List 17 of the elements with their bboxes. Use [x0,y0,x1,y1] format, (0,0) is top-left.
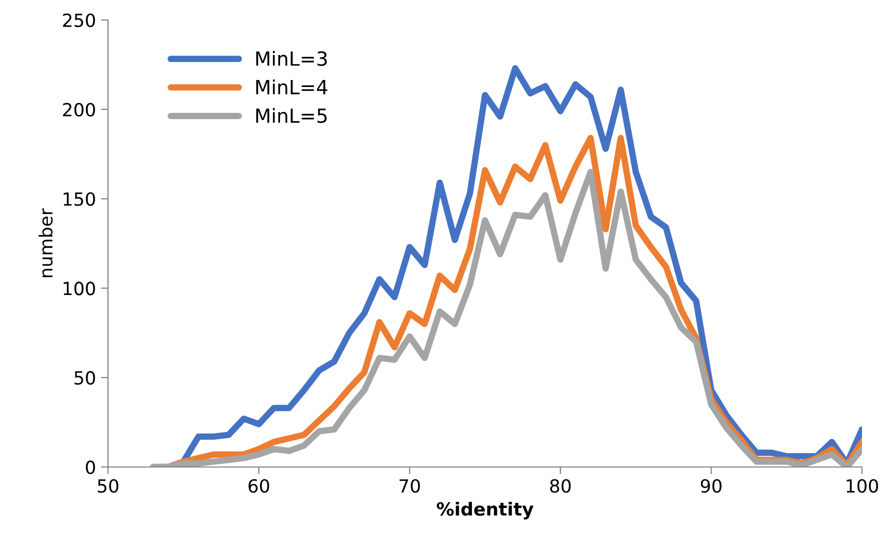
legend-label: MinL=4 [256,79,328,94]
x-tick-label: 60 [248,479,270,493]
y-tick-label: 100 [64,282,95,296]
x-tick-label: 80 [550,479,571,493]
x-axis-title: %identity [436,502,534,520]
y-tick-label: 250 [63,13,95,28]
x-tick-label: 100 [846,479,878,493]
legend-label: MinL=5 [256,108,327,124]
x-tick-label: 50 [98,479,118,493]
y-tick-label: 0 [86,460,95,474]
x-tick-label: 90 [700,479,722,493]
y-tick-label: 50 [74,371,95,385]
y-axis-title: number [38,208,53,278]
y-tick-label: 200 [63,102,95,117]
y-tick-label: 150 [64,192,95,206]
x-tick-label: 70 [400,479,420,493]
legend-label: MinL=3 [256,50,327,66]
